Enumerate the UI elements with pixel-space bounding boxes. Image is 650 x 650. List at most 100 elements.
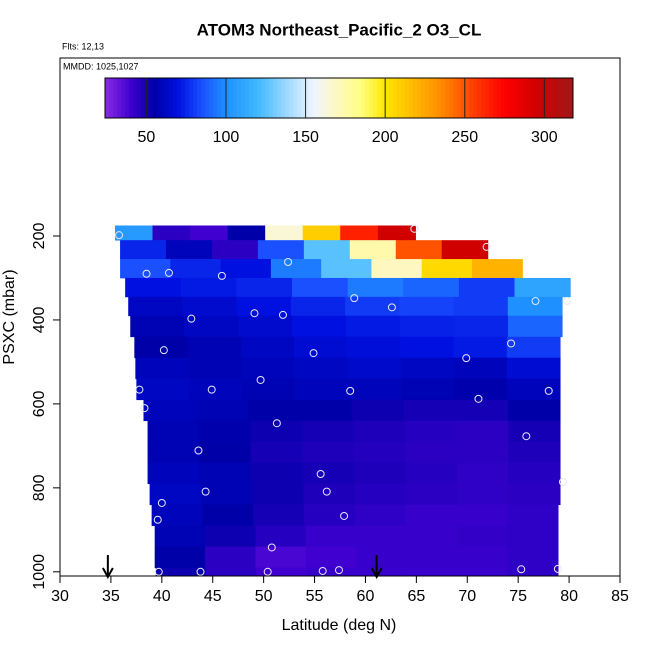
x-tick-label: 55 [306,588,324,605]
colorbar-swatch [501,78,506,118]
cell [290,296,346,317]
cell [346,315,401,338]
colorbar-swatch [541,78,546,118]
cell [456,504,508,527]
sample-point [157,498,166,507]
colorbar-swatch [337,78,342,118]
colorbar-swatch [345,78,350,118]
colorbar-tick-label: 50 [137,129,155,146]
colorbar-tick-label: 300 [531,129,558,146]
cell [457,567,509,577]
subtitle: Flts: 12,13 [62,41,104,51]
colorbar-swatch [197,78,202,118]
x-tick-label: 80 [560,588,578,605]
colorbar-tick-label: 200 [372,129,399,146]
colorbar-swatch [177,78,182,118]
sample-point [140,404,149,413]
cell [405,441,458,464]
colorbar-swatch [133,78,138,118]
colorbar-tick-label: 100 [213,129,240,146]
cell [456,420,509,443]
cell [147,441,200,464]
colorbar-swatch [325,78,330,118]
cell [508,462,561,485]
cell [143,399,197,422]
colorbar-swatch [425,78,430,118]
colorbar-swatch [301,78,306,118]
cell [349,240,397,260]
colorbar-swatch [145,78,150,118]
cell [348,378,402,401]
cell [187,336,242,359]
x-tick-label: 40 [153,588,171,605]
cell [166,240,213,260]
colorbar-swatch [561,78,566,118]
cell [303,240,351,260]
sample-point [154,567,163,576]
colorbar-swatch [473,78,478,118]
colorbar-swatch [281,78,286,118]
sample-point [558,477,567,486]
colorbar-swatch [477,78,482,118]
cell [154,546,206,569]
cell [403,399,457,422]
colorbar-swatch [433,78,438,118]
cell [471,259,523,279]
sample-point [217,271,226,280]
colorbar-swatch [241,78,246,118]
sample-point [563,297,572,306]
colorbar-swatch [397,78,402,118]
cell [454,378,508,401]
colorbar-swatch [445,78,450,118]
cell [195,399,249,422]
x-tick-label: 35 [102,588,120,605]
cell [456,441,509,464]
y-axis-label: PSXC (mbar) [1,269,18,364]
cell [211,240,259,260]
plot-frame [59,57,621,577]
colorbar-frame [104,77,574,119]
sample-point [410,224,419,233]
colorbar-swatch [365,78,370,118]
cell [421,259,473,279]
colorbar-swatch [289,78,294,118]
colorbar-swatch [537,78,542,118]
colorbar-swatch [153,78,158,118]
cell [400,336,455,359]
cell [184,315,239,338]
colorbar-swatch [229,78,234,118]
cell [250,420,303,443]
cell [457,546,509,569]
cell [130,315,185,338]
sample-point [267,543,276,552]
sample-point [350,294,359,303]
colorbar-swatch [497,78,502,118]
cell [356,567,408,577]
cell [188,357,243,380]
cell [135,357,190,380]
cell [236,296,292,317]
colorbar-swatch [209,78,214,118]
cell [507,504,559,527]
cell [508,483,561,506]
cell [253,504,305,527]
sample-point [135,385,144,394]
colorbar-swatch [529,78,534,118]
cell [147,462,200,485]
cell [136,378,190,401]
colorbar-swatch [449,78,454,118]
x-tick-label: 85 [611,588,629,605]
colorbar-swatch [125,78,130,118]
cell [255,525,307,548]
cell [405,420,458,443]
cell [507,399,561,422]
sample-point [164,268,173,277]
cell [292,277,349,298]
colorbar-swatch [237,78,242,118]
sample-point [462,354,471,363]
cell [406,483,458,506]
cell [151,504,204,527]
colorbar-swatch [217,78,222,118]
colorbar-swatch [557,78,562,118]
